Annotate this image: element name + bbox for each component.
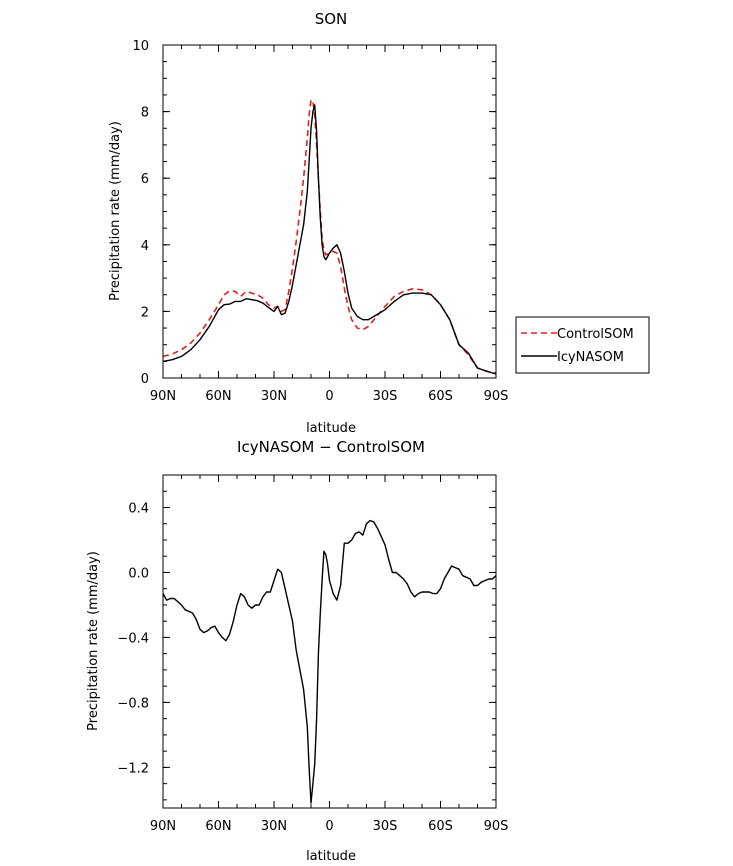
x-tick-label: 90N bbox=[150, 389, 176, 404]
y-tick-label: 0 bbox=[141, 372, 149, 387]
x-tick-label: 30S bbox=[373, 819, 398, 834]
x-tick-label: 30S bbox=[373, 389, 398, 404]
x-tick-label: 90S bbox=[484, 389, 509, 404]
panel-title: SON bbox=[315, 10, 348, 28]
y-tick-label: 8 bbox=[141, 106, 149, 121]
x-tick-label: 60S bbox=[428, 389, 453, 404]
x-tick-label: 90S bbox=[484, 819, 509, 834]
y-axis-label: Precipitation rate (mm/day) bbox=[86, 551, 101, 731]
x-tick-label: 90N bbox=[150, 819, 176, 834]
y-tick-label: 4 bbox=[141, 239, 149, 254]
x-tick-label: 60N bbox=[205, 819, 231, 834]
legend-label-icynasom: IcyNASOM bbox=[557, 350, 624, 365]
plot-area: 90N 60N 30N 0 30S 60S 90S 0 2 4 6 8 10 bbox=[132, 39, 508, 404]
y-tick-label: −0.4 bbox=[117, 631, 149, 646]
y-tick-label: 2 bbox=[141, 305, 149, 320]
x-tick-label: 30N bbox=[261, 389, 287, 404]
x-tick-label: 0 bbox=[325, 819, 333, 834]
y-tick-label: 10 bbox=[132, 39, 149, 54]
x-axis-label: latitude bbox=[306, 421, 356, 436]
plot-area: 90N 60N 30N 0 30S 60S 90S 0.4 0.0 −0.4 −0.8 −1.2 bbox=[117, 474, 509, 834]
y-tick-label: 6 bbox=[141, 172, 149, 187]
y-axis-label: Precipitation rate (mm/day) bbox=[108, 121, 123, 301]
y-tick-label: −1.2 bbox=[117, 761, 149, 776]
legend-label-controlsom: ControlSOM bbox=[557, 327, 634, 342]
series-line-icynasom bbox=[162, 104, 497, 375]
x-tick-label: 60N bbox=[205, 389, 231, 404]
legend: ControlSOM IcyNASOM bbox=[515, 316, 650, 374]
y-tick-label: 0.4 bbox=[128, 501, 149, 516]
x-tick-label: 60S bbox=[428, 819, 453, 834]
panel-difference: IcyNASOM − ControlSOM 90N 60N 30N 0 30S 60S 90… bbox=[86, 438, 508, 864]
x-tick-label: 0 bbox=[325, 389, 333, 404]
series-line-difference bbox=[162, 519, 497, 804]
y-tick-label: 0.0 bbox=[128, 566, 149, 581]
panel-title: IcyNASOM − ControlSOM bbox=[237, 438, 425, 456]
x-axis-label: latitude bbox=[306, 849, 356, 864]
plot-frame bbox=[162, 44, 497, 379]
plot-frame bbox=[162, 474, 497, 809]
y-tick-label: −0.8 bbox=[117, 696, 149, 711]
x-tick-label: 30N bbox=[261, 819, 287, 834]
series-line-controlsom bbox=[162, 99, 497, 374]
legend-box bbox=[515, 316, 650, 374]
